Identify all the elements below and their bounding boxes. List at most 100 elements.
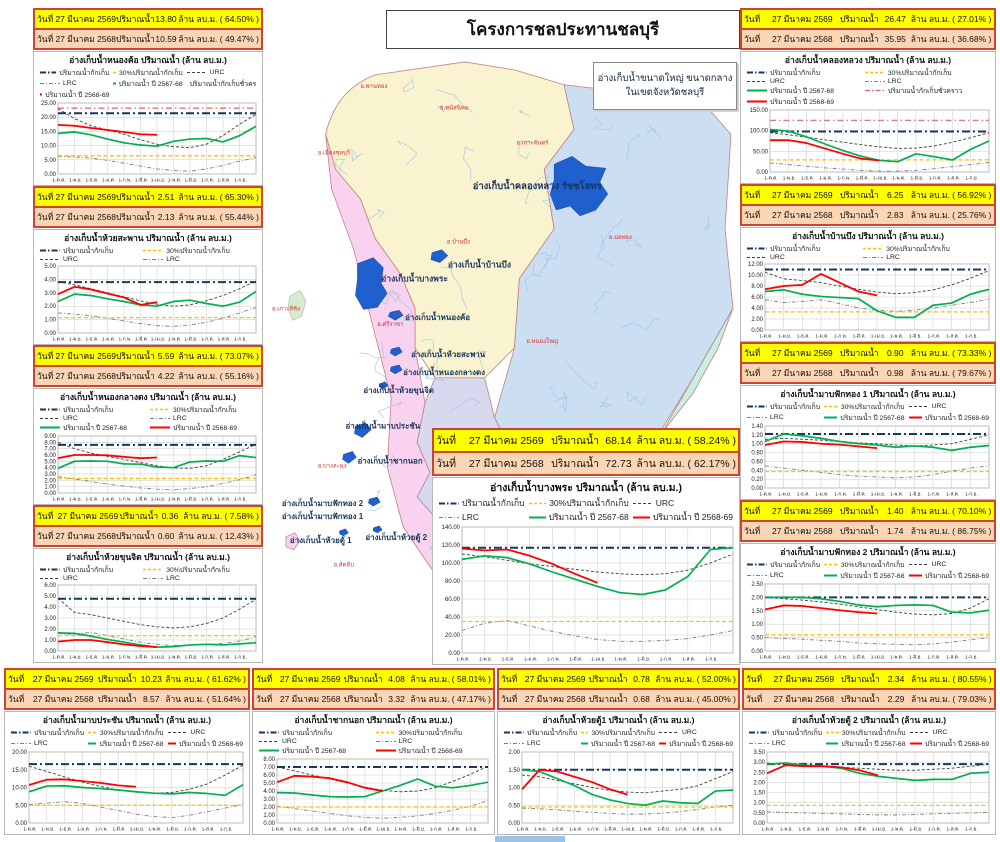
stream-line [425,354,448,379]
water-volume-value: 2.83 [886,210,904,220]
x-axis-tick-label: 1-พ.ค. [890,492,903,498]
map-info-box: อ่างเก็บน้ำขนาดใหญ่ ขนาดกลาง ในเขตจังหวั… [593,62,737,110]
date-label: วันที่ [744,190,761,200]
lrc-line [764,465,990,479]
water-volume-value: 0.78 [633,674,650,684]
y-axis-tick-label: 2.00 [508,750,520,756]
x-axis-tick-label: 1-พ.ย. [783,176,796,182]
y-axis-tick-label: 7.00 [44,447,56,453]
x-axis-tick-label: 1-ก.ย. [965,655,978,661]
legend-swatch-lrc [439,516,459,518]
reservoir-panel: วันที่ 27 มีนาคม 2569 ปริมาณน้ำ 6.25 ล้าน ลบ… [740,184,996,342]
legend-label: LRC [398,738,413,745]
x-axis-tick-label: 1-ม.ค. [77,827,90,833]
district-label: อ.ศรีราชา [377,320,403,328]
reservoir-table-row: วันที่ 27 มีนาคม 2568 ปริมาณน้ำ 8.57 ล้าน ลบ… [6,690,248,708]
legend-swatch-cap [40,408,60,411]
legend-label: LRC [462,512,480,522]
volume-label: ปริมาณน้ำ [839,348,879,358]
reservoir-chak-nok [342,451,357,464]
reservoir-chart: 0.00 5.00 10.00 15.00 20.00 1-ต.ค. 1-พ.ย. 1-ธ.ค… [12,750,244,833]
reservoir-chart: 0.00 1.00 2.00 3.00 4.00 5.00 6.00 1-ต.ค. 1-พ.ย.… [44,583,257,661]
observation-date: 27 มีนาคม 2569 [468,435,544,447]
legend-entry-lrc: LRC [375,738,489,745]
volume-label: ปริมาณน้ำ [116,371,155,381]
reservoir-table-row: วันที่ 27 มีนาคม 2568 ปริมาณน้ำ 10.59 ล้าน ล… [35,30,261,48]
legend-label: LRC [772,740,786,747]
x-axis-tick-label: 1-มิ.ย. [185,497,198,503]
x-axis-tick-label: 1-ต.ค. [764,176,777,182]
volume-unit-and-percent: ล้าน ลบ.ม. ( 86.75% ) [910,526,992,536]
x-axis-tick-label: 1-ส.ค. [217,655,230,661]
reservoir-chart-box: อ่างเก็บน้ำคลองหลวง ปริมาณน้ำ (ล้าน ลบ.ม… [740,51,996,184]
y-axis-tick-label: 1.40 [751,424,763,430]
x-axis-tick-label: 1-เม.ย. [151,655,166,661]
reservoir-table: วันที่ 27 มีนาคม 2569 ปริมาณน้ำ 68.14 ล้าน ล… [432,428,740,476]
stream-line [518,110,531,117]
year-2567-68-line [764,288,990,319]
reservoir-panel: วันที่ 27 มีนาคม 2569 ปริมาณน้ำ 4.08 ล้าน ลบ… [252,668,495,835]
legend-swatch-urc [40,578,60,579]
x-axis-tick-label: 1-ก.ค. [660,657,673,663]
legend-swatch-r [167,742,176,745]
volume-label: ปริมาณน้ำ [839,34,879,44]
stream-line [437,104,445,114]
legend-swatch-lrc [864,81,885,82]
reservoir-map-prachan [354,422,372,438]
x-axis-tick-label: 1-ก.ค. [201,497,214,503]
legend-entry-r: ปริมาณน้ำ ปี 2568-69 [40,89,109,100]
district-label: อ.บางละมุง [318,463,347,469]
chart-legend: ปริมาณน้ำกักเก็บ 30%ปริมาณน้ำกักเก็บ URC LR… [743,243,993,261]
year-2568-69-line [57,123,158,136]
reservoir-huai-tu-1 [339,528,349,537]
reservoir-label: อ่างเก็บน้ำคลองหลวง รัชชโลทร [473,178,603,191]
legend-swatch-urc [40,259,60,260]
water-volume-value: 35.95 [884,34,906,44]
year-2568-69-line [521,768,628,796]
x-axis-tick-label: 1-เม.ย. [871,655,886,661]
date-label: วันที่ [436,458,456,470]
x-axis-tick-label: 1-เม.ย. [872,827,887,833]
reservoir-label: อ่างเก็บน้ำบ้านบึง [448,258,511,270]
legend-entry-pct30: 30%ปริมาณน้ำกักเก็บ [150,404,256,415]
y-axis-tick-label: 0.00 [448,651,460,657]
year-2568-69-line [57,285,158,306]
stream-line [596,233,614,267]
observation-date: 27 มีนาคม 2569 [32,674,94,684]
x-axis-tick-label: 1-พ.ย. [289,827,302,833]
y-axis-tick-label: 1.00 [44,485,56,491]
urc-line [57,108,257,149]
reservoir-huai-tu-2 [373,525,383,534]
legend-swatch-r [908,574,922,577]
reservoir-table-row: วันที่ 27 มีนาคม 2568 ปริมาณน้ำ 2.13 ล้าน ลบ… [35,208,261,226]
reservoir-table-row: วันที่ 27 มีนาคม 2569 ปริมาณน้ำ 26.47 ล้าน ล… [742,10,994,30]
info-box-line2: ในเขตจังหวัดชลบุรี [625,87,705,98]
observation-date: 27 มีนาคม 2569 [55,351,116,361]
x-axis-tick-label: 1-มี.ค. [135,654,148,661]
date-label: วันที่ [501,694,518,704]
y-axis-tick-label: 100.00 [750,129,769,135]
legend-label: ปริมาณน้ำ ปี 2568-69 [652,512,733,522]
x-axis-tick-label: 1-พ.ย. [778,492,791,498]
reservoir-panel: วันที่ 27 มีนาคม 2569 ปริมาณน้ำ 26.47 ล้าน ล… [740,8,996,184]
x-axis-tick-label: 1-ก.พ. [119,337,132,343]
y-axis-tick-label: 0.00 [44,331,56,337]
legend-label: ปริมาณน้ำกักเก็บ [63,567,114,574]
water-volume-value: 0.90 [886,348,904,358]
district-label: อ.เมืองชลบุรี [318,148,351,156]
stream-line [436,89,473,113]
y-axis-tick-label: 9.00 [44,434,56,440]
x-axis-tick-label: 1-ก.ย. [710,827,723,833]
legend-swatch-lrc [747,417,767,418]
reservoir-chart-box: อ่างเก็บน้ำมาบประชัน ปริมาณน้ำ (ล้าน ลบ.… [4,711,250,835]
x-axis-tick-label: 1-มิ.ย. [185,337,198,343]
y-axis-tick-label: 10.00 [41,144,57,150]
volume-unit-and-percent: ล้าน ลบ.ม. ( 80.55% ) [911,674,992,684]
volume-unit-and-percent: ล้าน ลบ.ม. ( 70.10% ) [910,506,992,516]
legend-entry-g: ปริมาณน้ำ ปี 2567-68 [528,510,629,524]
legend-swatch-urc [908,564,929,565]
reservoir-chart-box: อ่างเก็บน้ำมาบฟักทอง 1 ปริมาณน้ำ (ล้าน ล… [740,385,996,500]
legend-label: ปริมาณน้ำกักเก็บ [770,70,821,77]
reservoir-table: วันที่ 27 มีนาคม 2569 ปริมาณน้ำ 0.36 ล้าน ลบ… [33,505,263,547]
legend-label: URC [655,498,675,508]
